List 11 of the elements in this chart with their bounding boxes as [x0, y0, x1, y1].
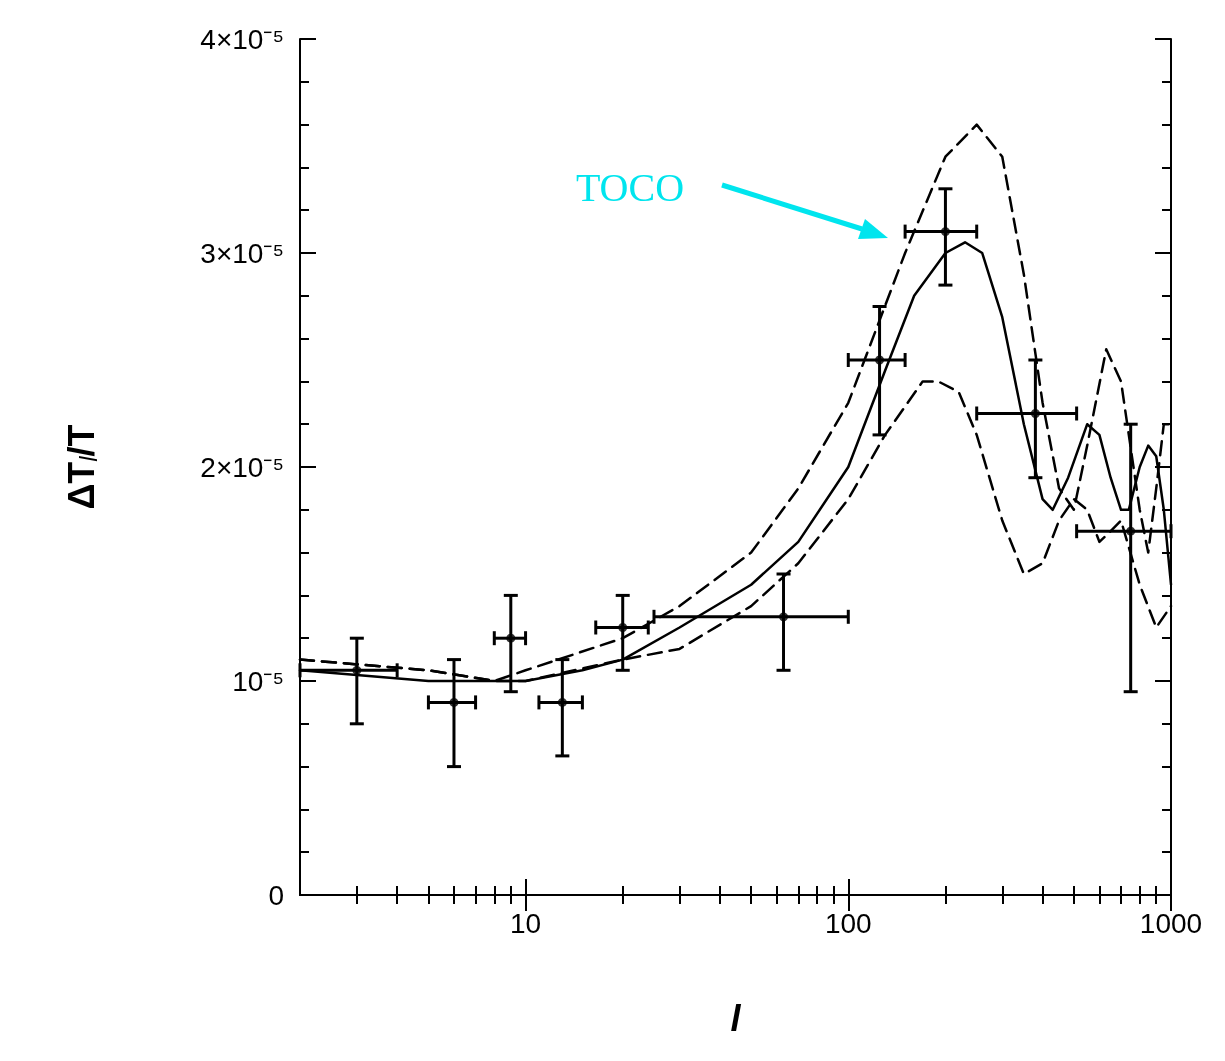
- annotation: TOCO: [575, 165, 685, 210]
- y-tick-label: 10⁻⁵: [232, 665, 284, 697]
- y-tick-label: 2×10⁻⁵: [200, 451, 284, 483]
- x-axis-title: l: [730, 997, 742, 1039]
- x-tick-label: 100: [824, 907, 872, 939]
- y-tick-label: 4×10⁻⁵: [200, 23, 284, 55]
- x-tick-label: 1000: [1139, 907, 1203, 939]
- y-tick-label: 3×10⁻⁵: [200, 237, 284, 269]
- y-axis-title: ΔTl/T: [60, 424, 102, 510]
- x-tick-label: 10: [509, 907, 542, 939]
- y-tick-label: 0: [268, 879, 284, 911]
